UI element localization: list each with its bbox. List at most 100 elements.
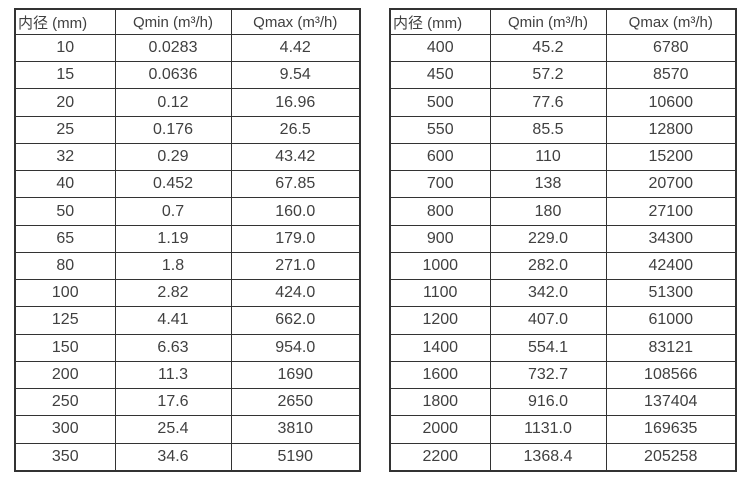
qmax-cell: 6780	[605, 33, 737, 63]
qmin-cell: 0.176	[114, 115, 232, 144]
table-row: 1200 407.0 61000	[389, 306, 737, 335]
qmin-cell: 282.0	[489, 251, 607, 281]
inner-diameter-cell: 350	[14, 442, 116, 472]
header-qmin: Qmin (m³/h)	[489, 8, 607, 35]
table-row: 1400 554.1 83121	[389, 333, 737, 362]
qmax-cell: 179.0	[230, 224, 361, 253]
header-inner-diameter: 内径 (mm)	[14, 8, 116, 35]
inner-diameter-cell: 400	[389, 33, 491, 63]
qmax-cell: 8570	[605, 61, 737, 90]
qmax-cell: 27100	[605, 197, 737, 226]
qmin-cell: 1131.0	[489, 415, 607, 444]
inner-diameter-cell: 2000	[389, 415, 491, 444]
inner-diameter-cell: 200	[14, 360, 116, 390]
header-inner-diameter: 内径 (mm)	[389, 8, 491, 35]
table-row: 125 4.41 662.0	[14, 306, 361, 335]
inner-diameter-cell: 65	[14, 224, 116, 253]
inner-diameter-cell: 50	[14, 197, 116, 226]
flow-rate-table-small-diameters: 内径 (mm) Qmin (m³/h) Qmax (m³/h) 10 0.0283…	[14, 8, 361, 472]
qmin-cell: 1.8	[114, 251, 232, 281]
table-row: 700 138 20700	[389, 170, 737, 199]
qmin-cell: 85.5	[489, 115, 607, 144]
qmax-cell: 12800	[605, 115, 737, 144]
table-row: 20 0.12 16.96	[14, 88, 361, 117]
qmin-cell: 732.7	[489, 360, 607, 390]
qmax-cell: 169635	[605, 415, 737, 444]
qmin-cell: 138	[489, 170, 607, 199]
table-row: 1800 916.0 137404	[389, 388, 737, 417]
qmin-cell: 0.12	[114, 88, 232, 117]
table-row: 800 180 27100	[389, 197, 737, 226]
table-row: 200 11.3 1690	[14, 360, 361, 390]
inner-diameter-cell: 700	[389, 170, 491, 199]
table-row: 250 17.6 2650	[14, 388, 361, 417]
qmax-cell: 51300	[605, 279, 737, 308]
qmin-cell: 17.6	[114, 388, 232, 417]
qmax-cell: 42400	[605, 251, 737, 281]
table-body: 400 45.2 6780 450 57.2 8570 500 77.6 10600 550 85.…	[389, 33, 737, 472]
qmin-cell: 45.2	[489, 33, 607, 63]
qmin-cell: 110	[489, 142, 607, 172]
table-row: 1600 732.7 108566	[389, 360, 737, 390]
qmin-cell: 0.29	[114, 142, 232, 172]
qmin-cell: 0.0636	[114, 61, 232, 90]
qmax-cell: 83121	[605, 333, 737, 362]
qmin-cell: 180	[489, 197, 607, 226]
qmax-cell: 271.0	[230, 251, 361, 281]
inner-diameter-cell: 80	[14, 251, 116, 281]
qmax-cell: 15200	[605, 142, 737, 172]
inner-diameter-cell: 10	[14, 33, 116, 63]
qmin-cell: 0.452	[114, 170, 232, 199]
inner-diameter-cell: 2200	[389, 442, 491, 472]
inner-diameter-cell: 125	[14, 306, 116, 335]
qmax-cell: 1690	[230, 360, 361, 390]
qmin-cell: 1.19	[114, 224, 232, 253]
table-row: 10 0.0283 4.42	[14, 33, 361, 63]
qmax-cell: 954.0	[230, 333, 361, 362]
qmin-cell: 4.41	[114, 306, 232, 335]
header-qmax: Qmax (m³/h)	[605, 8, 737, 35]
table-row: 400 45.2 6780	[389, 33, 737, 63]
qmax-cell: 662.0	[230, 306, 361, 335]
qmax-cell: 67.85	[230, 170, 361, 199]
table-row: 550 85.5 12800	[389, 115, 737, 144]
table-row: 32 0.29 43.42	[14, 142, 361, 172]
qmin-cell: 229.0	[489, 224, 607, 253]
qmax-cell: 26.5	[230, 115, 361, 144]
table-row: 40 0.452 67.85	[14, 170, 361, 199]
inner-diameter-cell: 20	[14, 88, 116, 117]
inner-diameter-cell: 150	[14, 333, 116, 362]
inner-diameter-cell: 32	[14, 142, 116, 172]
qmin-cell: 1368.4	[489, 442, 607, 472]
qmin-cell: 0.0283	[114, 33, 232, 63]
qmin-cell: 554.1	[489, 333, 607, 362]
inner-diameter-cell: 1000	[389, 251, 491, 281]
table-row: 25 0.176 26.5	[14, 115, 361, 144]
table-row: 450 57.2 8570	[389, 61, 737, 90]
table-row: 1100 342.0 51300	[389, 279, 737, 308]
table-row: 2000 1131.0 169635	[389, 415, 737, 444]
inner-diameter-cell: 500	[389, 88, 491, 117]
qmax-cell: 160.0	[230, 197, 361, 226]
inner-diameter-cell: 900	[389, 224, 491, 253]
qmax-cell: 20700	[605, 170, 737, 199]
table-row: 15 0.0636 9.54	[14, 61, 361, 90]
qmax-cell: 108566	[605, 360, 737, 390]
qmin-cell: 57.2	[489, 61, 607, 90]
qmax-cell: 16.96	[230, 88, 361, 117]
qmax-cell: 10600	[605, 88, 737, 117]
inner-diameter-cell: 800	[389, 197, 491, 226]
table-row: 65 1.19 179.0	[14, 224, 361, 253]
header-qmin: Qmin (m³/h)	[114, 8, 232, 35]
inner-diameter-cell: 1200	[389, 306, 491, 335]
qmax-cell: 5190	[230, 442, 361, 472]
table-row: 50 0.7 160.0	[14, 197, 361, 226]
qmax-cell: 137404	[605, 388, 737, 417]
qmin-cell: 342.0	[489, 279, 607, 308]
inner-diameter-cell: 1800	[389, 388, 491, 417]
inner-diameter-cell: 250	[14, 388, 116, 417]
inner-diameter-cell: 450	[389, 61, 491, 90]
header-qmax: Qmax (m³/h)	[230, 8, 361, 35]
qmax-cell: 4.42	[230, 33, 361, 63]
